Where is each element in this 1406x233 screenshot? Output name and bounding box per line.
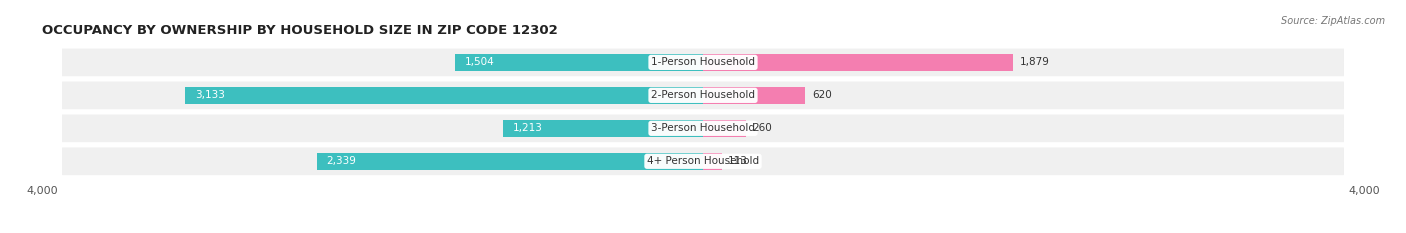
FancyBboxPatch shape	[62, 48, 1344, 76]
Bar	[316, 153, 703, 170]
FancyBboxPatch shape	[65, 148, 1344, 174]
Bar	[454, 54, 703, 71]
Bar	[703, 153, 721, 170]
Text: 2,339: 2,339	[326, 156, 356, 166]
Text: 113: 113	[728, 156, 748, 166]
Text: 3,133: 3,133	[195, 90, 225, 100]
Legend: Owner-occupied, Renter-occupied: Owner-occupied, Renter-occupied	[583, 230, 823, 233]
FancyBboxPatch shape	[65, 50, 1344, 75]
Text: 1,504: 1,504	[464, 57, 494, 67]
FancyBboxPatch shape	[62, 82, 1344, 109]
FancyBboxPatch shape	[65, 82, 1344, 108]
FancyBboxPatch shape	[65, 116, 1344, 141]
Text: OCCUPANCY BY OWNERSHIP BY HOUSEHOLD SIZE IN ZIP CODE 12302: OCCUPANCY BY OWNERSHIP BY HOUSEHOLD SIZE…	[42, 24, 558, 37]
Bar	[703, 54, 1014, 71]
FancyBboxPatch shape	[62, 114, 1344, 142]
Bar	[186, 87, 703, 104]
Text: 1-Person Household: 1-Person Household	[651, 57, 755, 67]
Bar	[703, 87, 806, 104]
Text: 1,213: 1,213	[513, 123, 543, 133]
Text: 260: 260	[752, 123, 772, 133]
Text: 2-Person Household: 2-Person Household	[651, 90, 755, 100]
Text: 1,879: 1,879	[1019, 57, 1050, 67]
FancyBboxPatch shape	[62, 147, 1344, 175]
Bar	[502, 120, 703, 137]
Text: Source: ZipAtlas.com: Source: ZipAtlas.com	[1281, 16, 1385, 26]
Text: 3-Person Household: 3-Person Household	[651, 123, 755, 133]
Text: 620: 620	[813, 90, 832, 100]
Bar	[703, 120, 747, 137]
Text: 4+ Person Household: 4+ Person Household	[647, 156, 759, 166]
